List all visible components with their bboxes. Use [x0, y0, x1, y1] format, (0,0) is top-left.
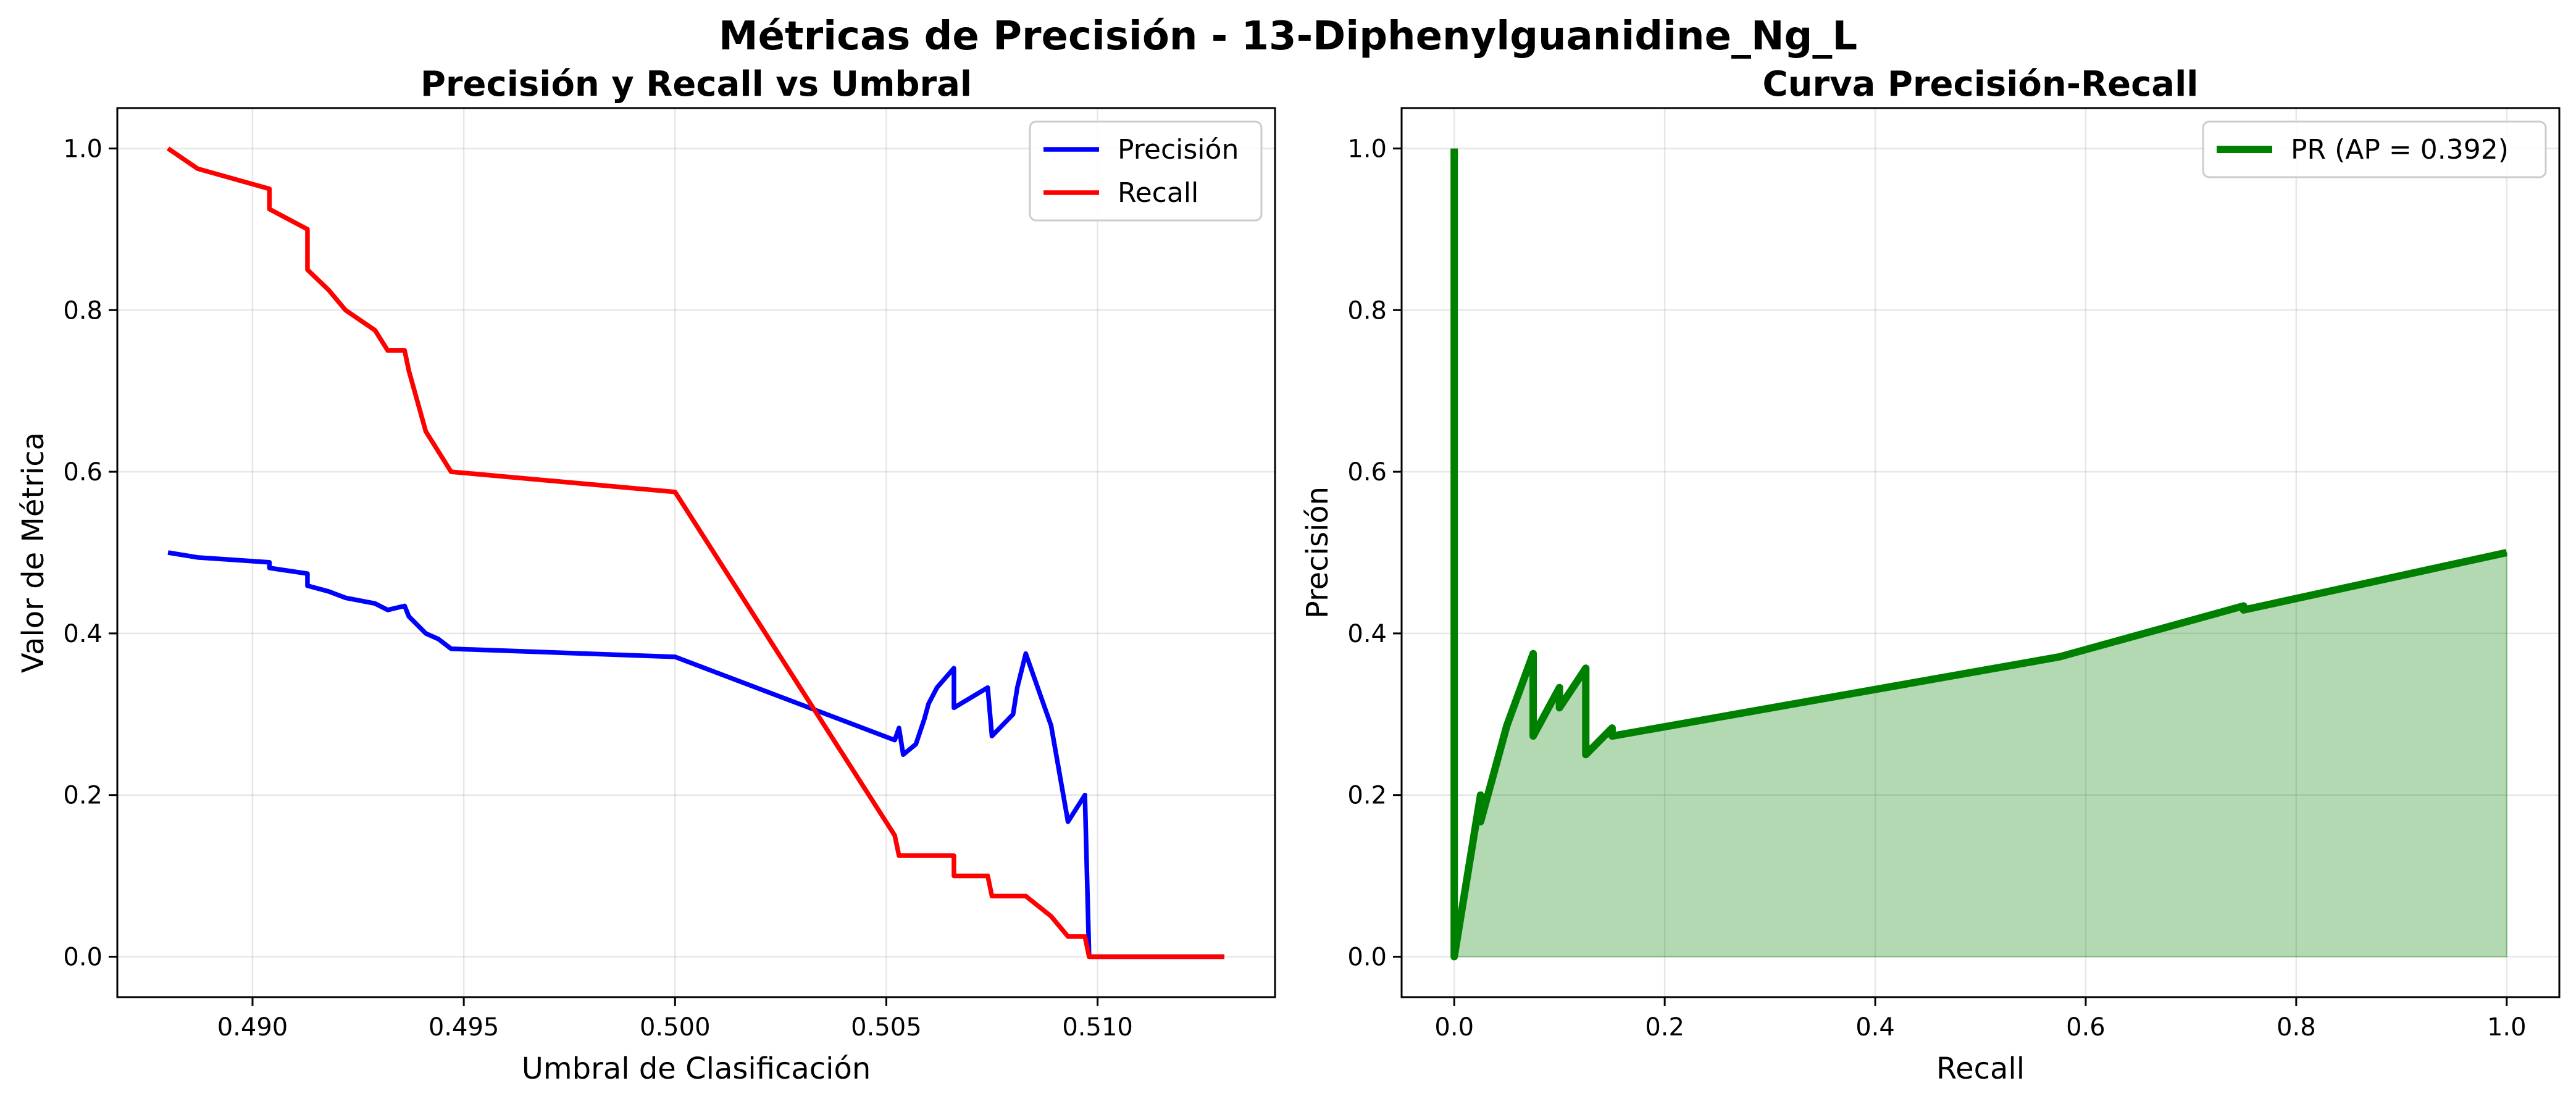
- threshold-series-line-0: [167, 550, 1224, 959]
- pr-legend-label-0: PR (AP = 0.392): [2291, 134, 2509, 165]
- pr-x-axis-label: Recall: [1936, 1051, 2025, 1086]
- pr-xtick-label: 0.4: [1855, 1013, 1895, 1042]
- pr-xtick-label: 1.0: [2487, 1013, 2527, 1042]
- threshold-chart-title: Precisión y Recall vs Umbral: [420, 64, 972, 104]
- pr-xtick-label: 0.0: [1434, 1013, 1474, 1042]
- pr-ytick-label: 0.4: [1347, 620, 1387, 648]
- threshold-x-axis-label: Umbral de Clasificación: [522, 1051, 871, 1086]
- pr-xtick-label: 0.8: [2277, 1013, 2316, 1042]
- pr-legend-box: [2202, 120, 2547, 178]
- threshold-xtick-label: 0.500: [640, 1013, 711, 1042]
- pr-ytick-label: 1.0: [1347, 135, 1387, 163]
- threshold-axes-frame: [116, 107, 1276, 998]
- threshold-ytick-label: 0.0: [63, 943, 102, 972]
- threshold-legend-box: [1029, 120, 1263, 222]
- threshold-xtick-label: 0.505: [851, 1013, 922, 1042]
- figure-title: Métricas de Precisión - 13-Diphenylguani…: [719, 14, 1857, 59]
- threshold-chart: 0.490 0.495 0.500 0.505 0.510 0.0 0.2 0.4 0.6 0.8…: [16, 64, 1276, 1086]
- pr-axes-frame: [1400, 107, 2561, 998]
- threshold-ytick-label: 0.4: [63, 620, 102, 648]
- threshold-ytick-label: 0.8: [63, 296, 102, 325]
- threshold-series-line-1: [167, 146, 1224, 959]
- pr-chart-title: Curva Precisión-Recall: [1763, 64, 2199, 104]
- threshold-y-axis-label: Valor de Métrica: [16, 432, 51, 673]
- threshold-xtick-label: 0.510: [1062, 1013, 1133, 1042]
- pr-ytick-label: 0.2: [1347, 782, 1387, 810]
- threshold-ytick-label: 0.6: [63, 458, 102, 487]
- threshold-legend-label-1: Recall: [1118, 177, 1198, 209]
- pr-xtick-label: 0.6: [2066, 1013, 2106, 1042]
- pr-y-axis-label: Precisión: [1300, 487, 1335, 619]
- threshold-ytick-label: 1.0: [63, 135, 102, 163]
- pr-ytick-label: 0.8: [1347, 296, 1387, 325]
- threshold-legend-label-0: Precisión: [1118, 134, 1239, 165]
- pr-ytick-label: 0.6: [1347, 458, 1387, 487]
- pr-xtick-label: 0.2: [1645, 1013, 1684, 1042]
- threshold-xtick-label: 0.490: [217, 1013, 288, 1042]
- pr-series-line-0: [1450, 148, 2508, 961]
- pr-ytick-label: 0.0: [1347, 943, 1387, 972]
- threshold-ytick-label: 0.2: [63, 782, 102, 810]
- pr-curve-chart: 0.0 0.2 0.4 0.6 0.8 1.0 0.0 0.2 0.4 0.6 0.8 1.0 Curv…: [1300, 64, 2561, 1086]
- threshold-xtick-label: 0.495: [429, 1013, 500, 1042]
